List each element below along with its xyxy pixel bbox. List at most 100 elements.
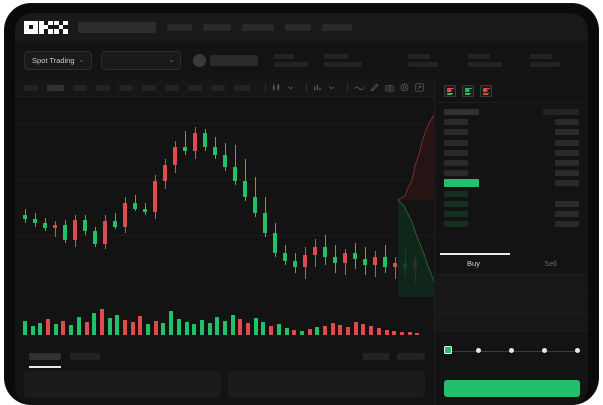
stat-high-24h — [408, 53, 439, 67]
nav-skeleton-1[interactable] — [78, 21, 156, 33]
price-chart[interactable] — [15, 97, 434, 297]
stat-value — [324, 61, 363, 67]
indicators-chevron-icon[interactable] — [328, 84, 335, 91]
screenshot-camera-icon[interactable] — [385, 83, 394, 92]
stat-change-24h — [324, 53, 363, 67]
orderbook-ask-row[interactable] — [444, 129, 579, 136]
timeframe-30m[interactable] — [96, 84, 110, 91]
fullscreen-icon[interactable] — [415, 83, 424, 92]
orderbook-current-price[interactable] — [444, 179, 579, 188]
orderbook-view-buy-icon[interactable] — [462, 85, 474, 97]
okx-logo-x — [54, 20, 68, 34]
slider-stop-25[interactable] — [476, 347, 481, 353]
volume-bar — [153, 321, 158, 335]
trading-pair-select[interactable]: ⌄ — [101, 50, 182, 70]
orderbook-ask-row[interactable] — [444, 159, 579, 166]
stat-value — [530, 61, 561, 67]
volume-bar — [323, 326, 327, 335]
volume-bar — [338, 325, 343, 335]
line-tool-icon[interactable] — [354, 84, 364, 92]
volume-bar — [238, 319, 243, 335]
tab-buy[interactable]: Buy — [435, 253, 512, 274]
timeframe-15m[interactable] — [73, 84, 87, 91]
drawing-pencil-icon[interactable] — [370, 83, 379, 92]
timeframe-more[interactable] — [234, 84, 250, 91]
nav-skeleton-5[interactable] — [285, 23, 311, 31]
volume-bar — [307, 329, 312, 335]
volume-bar — [330, 323, 335, 335]
volume-bar — [361, 324, 366, 335]
tab-hide-other-pairs[interactable] — [363, 353, 389, 360]
okx-logo[interactable] — [24, 20, 68, 34]
slider-handle[interactable] — [444, 346, 452, 354]
device-bezel: Spot Trading ⌄ ⌄ — [5, 4, 598, 405]
candlestick-series — [23, 97, 423, 297]
timeframe-1mo[interactable] — [211, 84, 225, 91]
orderbook-ask-row[interactable] — [444, 139, 579, 146]
volume-bar — [176, 319, 181, 335]
indicators-icon[interactable] — [313, 83, 322, 92]
slider-stop-50[interactable] — [509, 347, 514, 353]
orderbook-bid-row[interactable] — [444, 190, 579, 197]
chart-settings-icon[interactable] — [400, 83, 409, 92]
timeframe-1h[interactable] — [119, 84, 133, 91]
stat-low-24h — [468, 53, 503, 67]
toolbar-divider — [306, 83, 307, 92]
orderbook-view-both-icon[interactable] — [444, 85, 456, 97]
order-amount-field[interactable] — [435, 294, 588, 313]
timeframe-1d[interactable] — [165, 84, 179, 91]
timeframe-5m[interactable] — [47, 84, 64, 91]
orderbook-bid-row[interactable] — [444, 210, 579, 217]
volume-bar — [369, 326, 374, 335]
timeframe-4h[interactable] — [142, 84, 156, 91]
nav-skeleton-4[interactable] — [242, 23, 274, 31]
order-amount-slider[interactable] — [444, 342, 580, 362]
stat-value — [468, 61, 503, 67]
nav-skeleton-6[interactable] — [322, 23, 352, 31]
volume-bar — [276, 324, 281, 335]
candlestick-type-icon[interactable] — [272, 83, 281, 92]
tab-sell[interactable]: Sell — [512, 253, 588, 274]
orderbook-ask-row[interactable] — [444, 149, 579, 156]
order-price-field[interactable] — [435, 275, 588, 294]
submit-buy-button[interactable] — [444, 380, 580, 397]
tab-order-history[interactable] — [70, 353, 100, 360]
orders-panel-left[interactable] — [24, 371, 221, 398]
timeframe-1w[interactable] — [188, 84, 202, 91]
orders-panel-right[interactable] — [228, 371, 425, 398]
volume-bar — [69, 325, 74, 335]
volume-bar — [38, 323, 43, 335]
slider-stop-75[interactable] — [542, 347, 547, 353]
orderbook-view-sell-icon[interactable] — [480, 85, 492, 97]
volume-bar — [207, 323, 212, 335]
orderbook-ask-row[interactable] — [444, 119, 579, 126]
chart-gridline — [15, 123, 434, 124]
stat-label — [408, 53, 431, 59]
market-type-button[interactable]: Spot Trading ⌄ — [24, 50, 93, 70]
orderbook-bid-row[interactable] — [444, 221, 579, 228]
tab-open-orders[interactable] — [29, 353, 61, 360]
tab-assets[interactable] — [397, 353, 425, 360]
top-navigation-bar — [15, 13, 588, 41]
chart-gridline — [15, 235, 434, 236]
stat-volume-24h — [530, 53, 561, 67]
timeframe-1m[interactable] — [24, 84, 38, 91]
slider-stop-100[interactable] — [575, 347, 580, 353]
orderbook-ask-row[interactable] — [444, 170, 579, 177]
volume-bar — [161, 323, 166, 335]
volume-bar — [30, 326, 35, 335]
volume-bar — [130, 322, 135, 335]
okx-logo-o — [24, 20, 38, 34]
volume-bar — [269, 326, 274, 335]
orderbook-rows — [435, 103, 588, 228]
tab-buy-label: Buy — [467, 259, 480, 268]
nav-skeleton-3[interactable] — [203, 23, 231, 31]
volume-bar — [46, 319, 51, 335]
order-total-field[interactable] — [435, 313, 588, 332]
orderbook-bid-row[interactable] — [444, 200, 579, 207]
volume-bar — [392, 331, 397, 335]
stat-label — [468, 53, 491, 59]
nav-skeleton-2[interactable] — [167, 23, 192, 31]
chart-type-chevron-icon[interactable] — [287, 84, 294, 91]
